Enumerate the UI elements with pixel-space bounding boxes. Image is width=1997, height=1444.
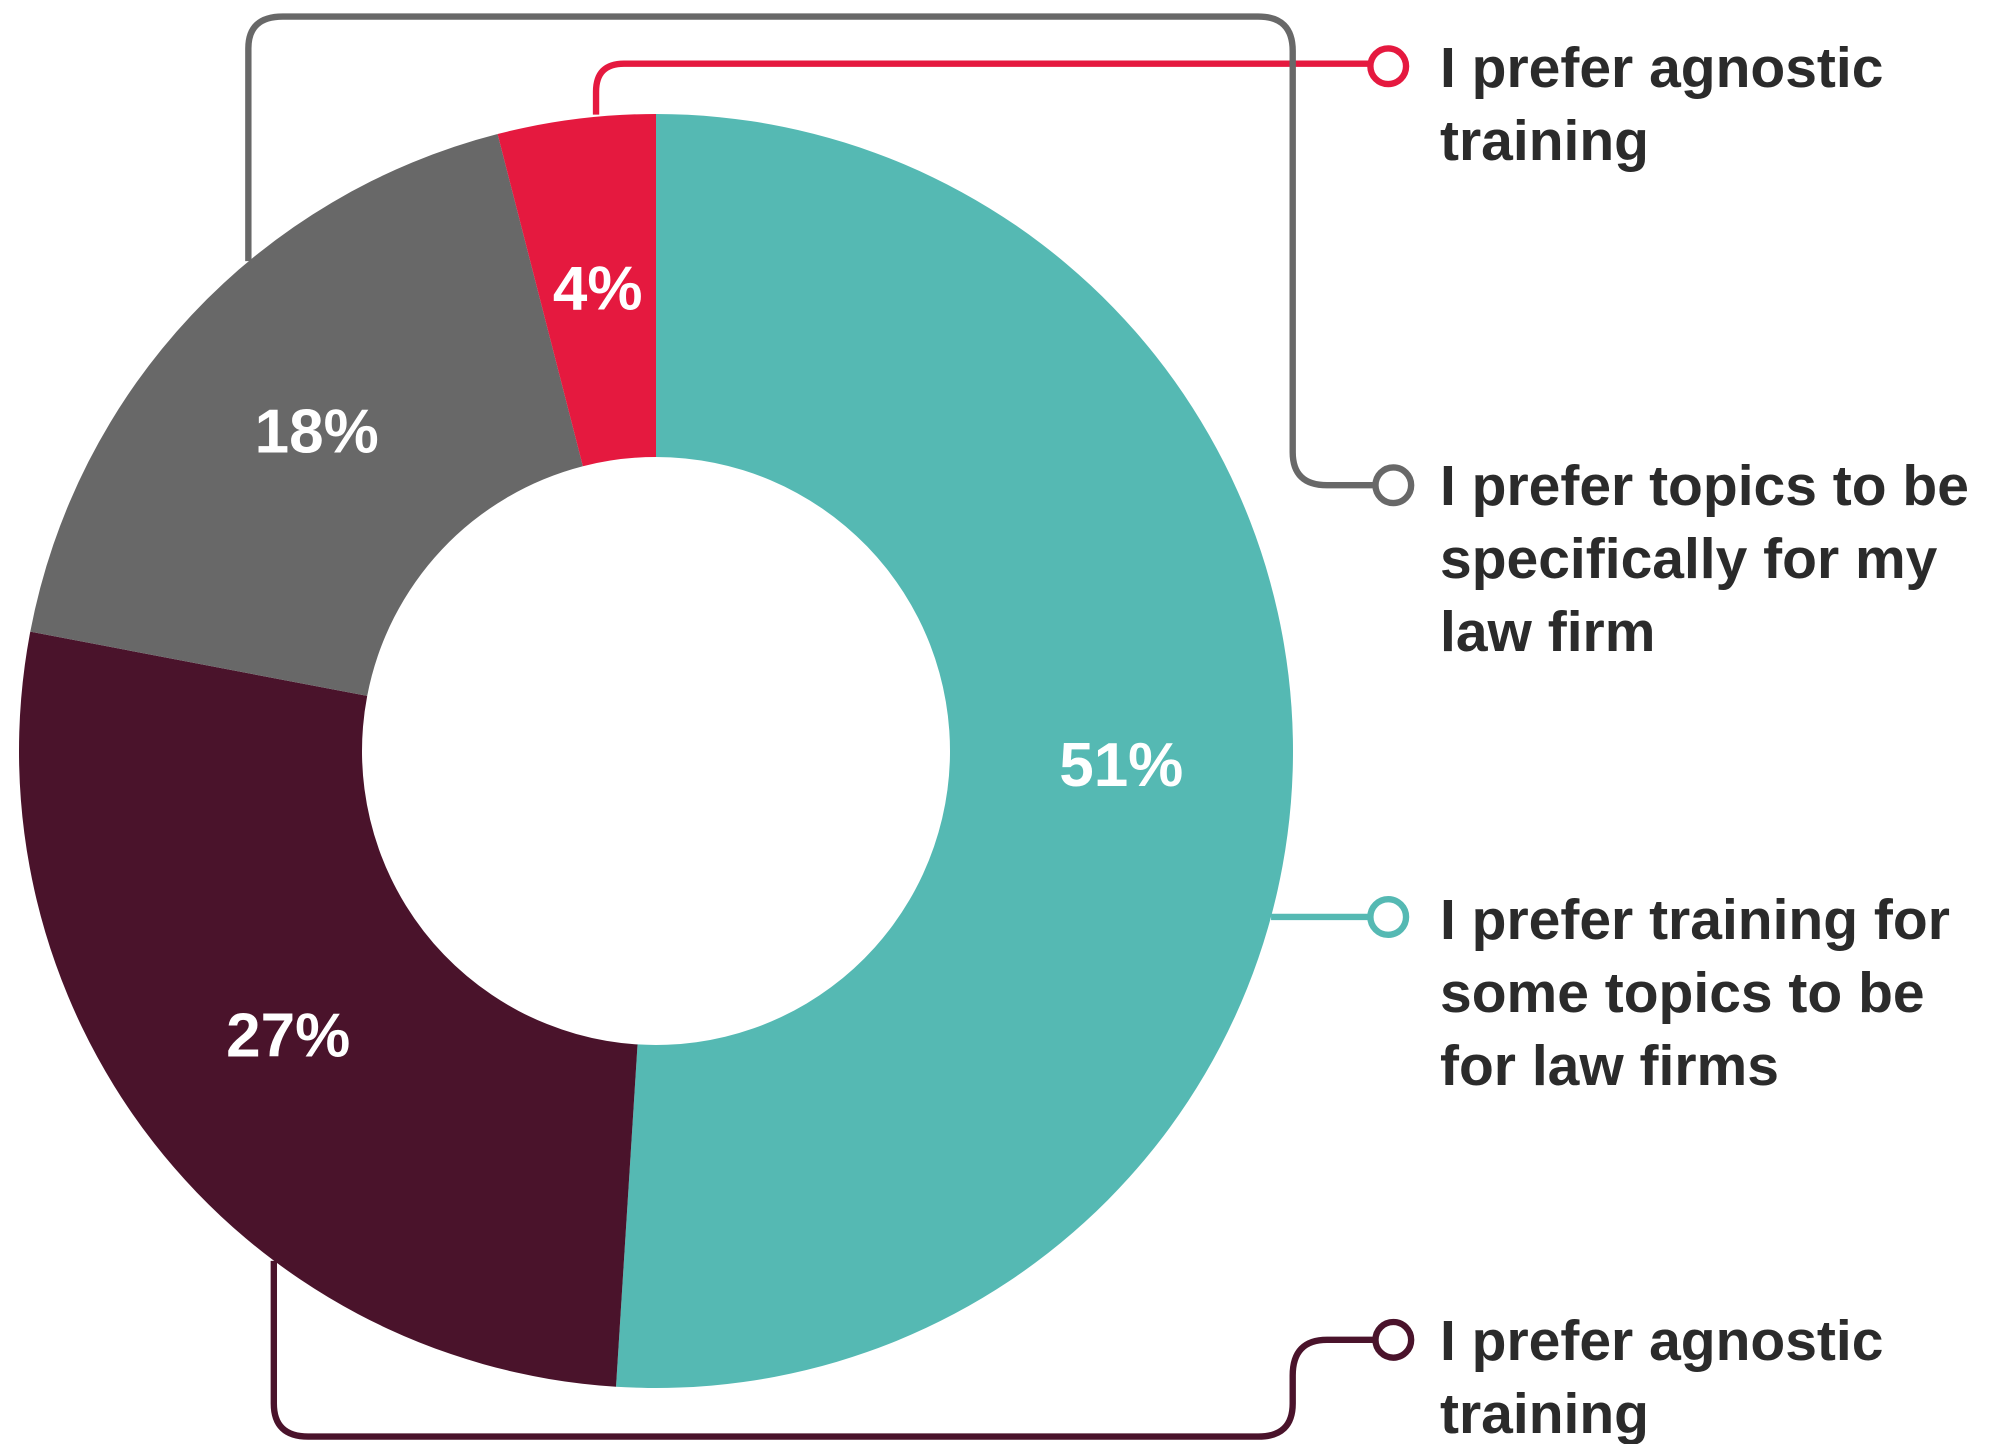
legend-label: I prefer training for some topics to be … [1440, 888, 1950, 1098]
connector [592, 60, 1371, 115]
slice [616, 114, 1293, 1388]
legend-dot [1367, 895, 1410, 939]
legend-label: I prefer topics to be specifically for m… [1440, 454, 1969, 664]
legend-dot [1367, 45, 1410, 88]
value-label: 4% [553, 255, 643, 324]
slice [18, 631, 638, 1387]
connector [270, 1260, 1376, 1440]
value-label: 27% [226, 1002, 350, 1071]
slice [497, 114, 656, 467]
legend-dot [1372, 1318, 1415, 1361]
legend-label: I prefer agnostic training [1440, 1309, 1884, 1444]
legend-dot [1372, 464, 1415, 507]
connector [245, 13, 1376, 489]
slice [30, 134, 583, 696]
legend-label: I prefer agnostic training [1440, 36, 1884, 173]
connectors [245, 13, 1415, 1440]
value-label: 51% [1059, 731, 1183, 800]
value-label: 18% [255, 398, 379, 467]
